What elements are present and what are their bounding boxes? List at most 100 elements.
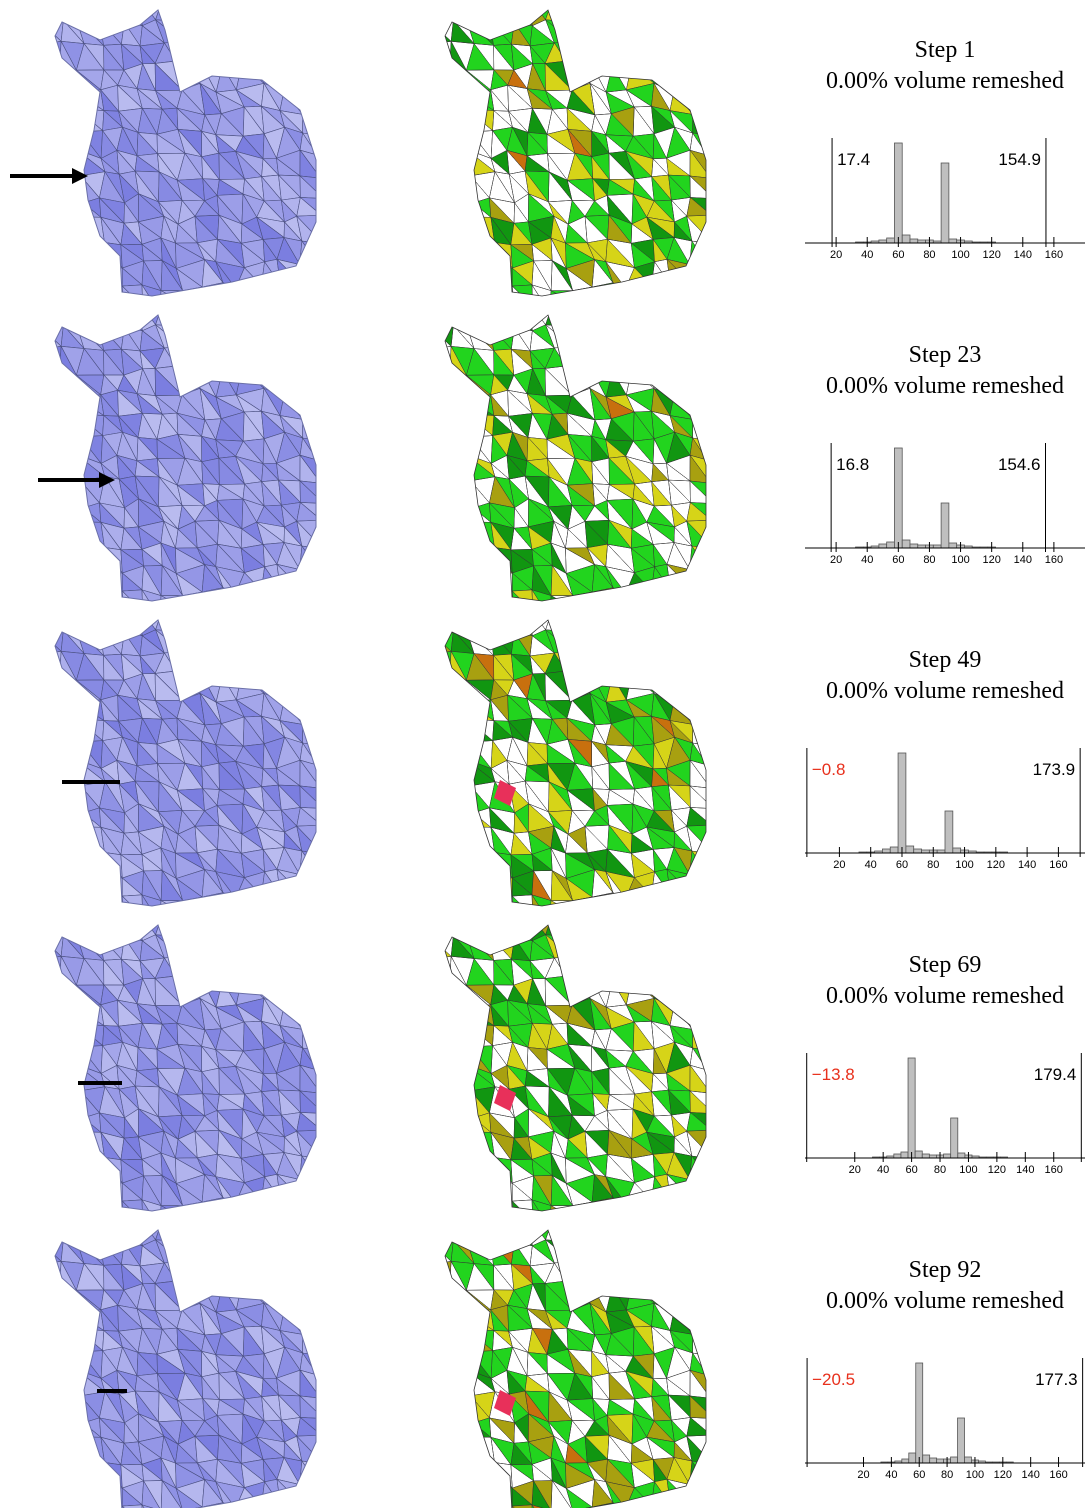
- histogram-bar: [878, 543, 888, 549]
- x-tick-label: 100: [951, 249, 969, 261]
- row: Step 1 0.00% volume remeshed 20 40 60 80 100 12…: [10, 9, 1085, 297]
- quality-outline: [444, 619, 707, 907]
- max-label: 154.9: [998, 150, 1041, 169]
- histogram-bar: [957, 1152, 966, 1159]
- x-tick-label: 140: [1014, 249, 1032, 261]
- min-label: −20.5: [812, 1370, 855, 1389]
- x-tick-label: 100: [959, 1164, 977, 1176]
- bad-element: [494, 1085, 516, 1111]
- x-tick-label: 120: [994, 1469, 1012, 1481]
- shaded-outline: [54, 1229, 317, 1508]
- row: Step 69 0.00% volume remeshed 20 40 60 80 100 1…: [54, 924, 1085, 1212]
- quality-outline: [444, 1229, 707, 1508]
- x-tick-label: 120: [982, 554, 1000, 566]
- min-label: −13.8: [812, 1065, 855, 1084]
- histogram-bar: [909, 543, 919, 549]
- histogram-bar: [948, 238, 958, 244]
- x-tick-label: 100: [955, 859, 973, 871]
- shaded-mesh: [55, 925, 316, 1211]
- x-tick-label: 20: [833, 859, 845, 871]
- x-tick-label: 60: [913, 1469, 925, 1481]
- x-tick-label: 80: [923, 554, 935, 566]
- remeshed-label: 0.00% volume remeshed: [826, 983, 1064, 1009]
- step-label: Step 1: [915, 37, 976, 63]
- histogram-bar: [907, 1057, 916, 1159]
- x-tick-label: 20: [830, 554, 842, 566]
- quality-mesh: [444, 9, 707, 297]
- histogram-bar: [882, 848, 891, 854]
- histogram-bar: [901, 1458, 910, 1464]
- x-tick-label: 160: [1045, 554, 1063, 566]
- histogram-bar: [943, 1153, 952, 1159]
- histogram-bar: [957, 1417, 965, 1464]
- x-tick-label: 60: [905, 1164, 917, 1176]
- x-tick-label: 40: [861, 249, 873, 261]
- x-tick-label: 160: [1045, 1164, 1063, 1176]
- histogram-bar: [894, 142, 903, 244]
- row: Step 49 0.00% volume remeshed 20 40 60 80 100 1…: [54, 619, 1085, 907]
- x-tick-label: 40: [885, 1469, 897, 1481]
- x-tick-label: 100: [951, 554, 969, 566]
- histogram-bar: [944, 810, 954, 854]
- quality-outline: [444, 314, 707, 602]
- max-label: 179.4: [1034, 1065, 1077, 1084]
- x-tick-label: 100: [966, 1469, 984, 1481]
- remeshed-label: 0.00% volume remeshed: [826, 373, 1064, 399]
- histogram-bar: [936, 1458, 945, 1464]
- row: Step 92 0.00% volume remeshed 20 40 60 80 100 1…: [54, 1229, 1085, 1508]
- step-label: Step 23: [909, 342, 982, 368]
- histogram-bar: [921, 1153, 930, 1159]
- x-tick-label: 40: [865, 859, 877, 871]
- bad-element: [494, 1390, 516, 1416]
- x-tick-label: 120: [982, 249, 1000, 261]
- shaded-outline: [54, 619, 317, 907]
- histogram-bar: [929, 1457, 938, 1464]
- histogram-bar: [905, 845, 915, 854]
- shaded-mesh: [55, 1230, 316, 1508]
- max-label: 154.6: [998, 455, 1041, 474]
- max-label: 173.9: [1033, 760, 1076, 779]
- step-label: Step 92: [909, 1257, 982, 1283]
- x-tick-label: 140: [1014, 554, 1032, 566]
- histogram-bar: [948, 542, 958, 549]
- x-tick-label: 160: [1049, 859, 1067, 871]
- histogram-bar: [950, 1117, 959, 1159]
- x-tick-label: 40: [877, 1164, 889, 1176]
- shaded-mesh: [55, 315, 316, 601]
- min-label: −0.8: [812, 760, 846, 779]
- remeshed-label: 0.00% volume remeshed: [826, 68, 1064, 94]
- bad-element: [494, 780, 516, 806]
- histogram-bar: [964, 1456, 972, 1464]
- shaded-outline: [54, 9, 317, 297]
- histogram-bar: [900, 1151, 909, 1159]
- quality-mesh: [444, 924, 707, 1212]
- histogram-bar: [886, 541, 895, 549]
- min-label: 16.8: [836, 455, 869, 474]
- x-tick-label: 140: [1018, 859, 1036, 871]
- quality-outline: [444, 924, 707, 1212]
- quality-mesh: [444, 619, 707, 907]
- x-tick-label: 140: [1021, 1469, 1039, 1481]
- x-tick-label: 160: [1049, 1469, 1067, 1481]
- quality-mesh: [444, 314, 707, 602]
- quality-mesh: [444, 1229, 707, 1508]
- x-tick-label: 160: [1045, 249, 1063, 261]
- histogram-bar: [909, 238, 919, 244]
- arrow-head: [99, 472, 115, 488]
- histogram-bar: [914, 1150, 923, 1159]
- x-tick-label: 80: [934, 1164, 946, 1176]
- shaded-mesh: [55, 10, 316, 296]
- x-tick-label: 20: [830, 249, 842, 261]
- x-tick-label: 120: [987, 859, 1005, 871]
- x-tick-label: 60: [892, 249, 904, 261]
- remeshed-label: 0.00% volume remeshed: [826, 1288, 1064, 1314]
- histogram-bar: [886, 237, 895, 244]
- quality-outline: [444, 9, 707, 297]
- step-label: Step 49: [909, 647, 982, 673]
- remeshed-label: 0.00% volume remeshed: [826, 678, 1064, 704]
- x-tick-label: 40: [861, 554, 873, 566]
- max-label: 177.3: [1035, 1370, 1078, 1389]
- x-tick-label: 120: [988, 1164, 1006, 1176]
- histogram-bar: [922, 1454, 931, 1464]
- histogram-bar: [894, 447, 903, 549]
